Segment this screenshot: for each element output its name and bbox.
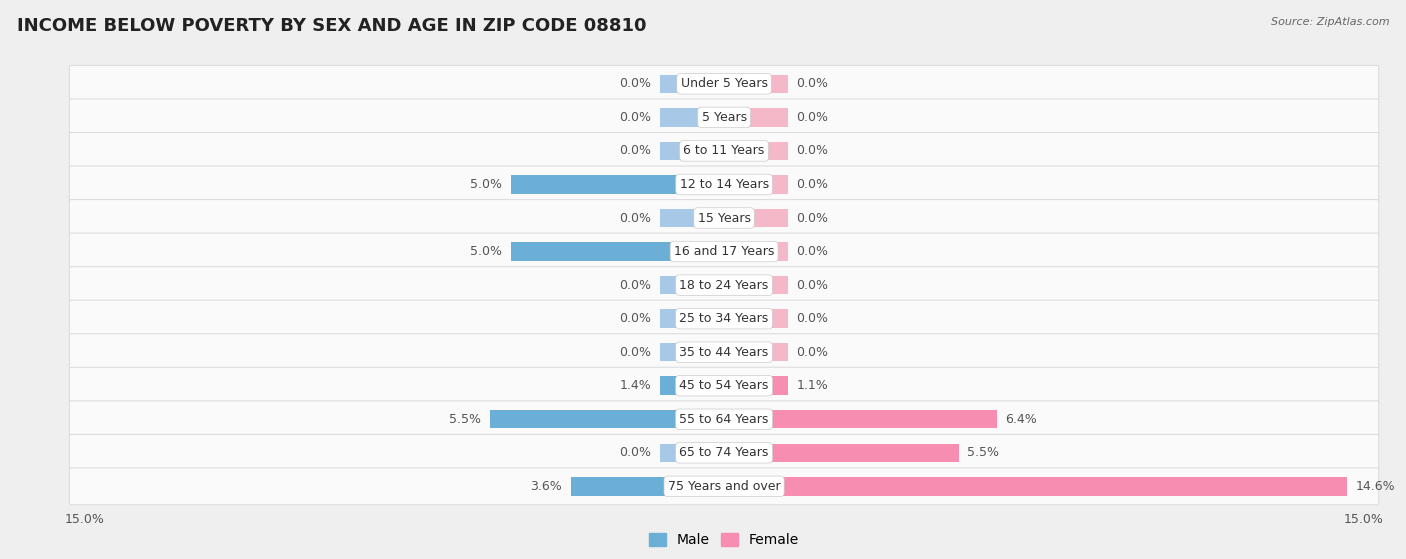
Bar xyxy=(661,209,724,227)
Bar xyxy=(489,410,724,429)
Text: 16 and 17 Years: 16 and 17 Years xyxy=(673,245,775,258)
Bar xyxy=(724,444,959,462)
Text: 0.0%: 0.0% xyxy=(620,111,651,124)
Text: 0.0%: 0.0% xyxy=(620,278,651,292)
Bar xyxy=(724,243,787,260)
Text: 0.0%: 0.0% xyxy=(620,312,651,325)
FancyBboxPatch shape xyxy=(69,468,1379,505)
FancyBboxPatch shape xyxy=(69,166,1379,203)
Text: 0.0%: 0.0% xyxy=(797,245,828,258)
Text: 35 to 44 Years: 35 to 44 Years xyxy=(679,345,769,359)
Text: 0.0%: 0.0% xyxy=(797,211,828,225)
Text: 0.0%: 0.0% xyxy=(620,144,651,158)
Text: Under 5 Years: Under 5 Years xyxy=(681,77,768,91)
Text: 0.0%: 0.0% xyxy=(620,211,651,225)
Bar xyxy=(661,74,724,93)
Bar xyxy=(661,343,724,362)
FancyBboxPatch shape xyxy=(69,233,1379,270)
Text: 1.4%: 1.4% xyxy=(620,379,651,392)
Text: 5.0%: 5.0% xyxy=(471,178,502,191)
Bar xyxy=(571,477,724,496)
Bar xyxy=(661,444,724,462)
Text: 0.0%: 0.0% xyxy=(620,77,651,91)
FancyBboxPatch shape xyxy=(69,267,1379,304)
Bar xyxy=(724,108,787,126)
Text: 65 to 74 Years: 65 to 74 Years xyxy=(679,446,769,459)
FancyBboxPatch shape xyxy=(69,401,1379,438)
FancyBboxPatch shape xyxy=(69,434,1379,471)
Bar xyxy=(724,310,787,328)
Text: 5.0%: 5.0% xyxy=(471,245,502,258)
Legend: Male, Female: Male, Female xyxy=(644,528,804,553)
Text: 18 to 24 Years: 18 to 24 Years xyxy=(679,278,769,292)
Bar xyxy=(724,175,787,193)
FancyBboxPatch shape xyxy=(69,132,1379,169)
Bar xyxy=(724,276,787,294)
Text: Source: ZipAtlas.com: Source: ZipAtlas.com xyxy=(1271,17,1389,27)
Bar xyxy=(724,209,787,227)
FancyBboxPatch shape xyxy=(69,334,1379,371)
Text: 5 Years: 5 Years xyxy=(702,111,747,124)
Text: INCOME BELOW POVERTY BY SEX AND AGE IN ZIP CODE 08810: INCOME BELOW POVERTY BY SEX AND AGE IN Z… xyxy=(17,17,647,35)
Text: 0.0%: 0.0% xyxy=(797,144,828,158)
Text: 0.0%: 0.0% xyxy=(797,312,828,325)
Text: 5.5%: 5.5% xyxy=(449,413,481,426)
Text: 0.0%: 0.0% xyxy=(797,77,828,91)
Text: 6 to 11 Years: 6 to 11 Years xyxy=(683,144,765,158)
Text: 55 to 64 Years: 55 to 64 Years xyxy=(679,413,769,426)
Bar xyxy=(724,377,787,395)
Bar xyxy=(661,276,724,294)
Text: 14.6%: 14.6% xyxy=(1355,480,1395,493)
Bar xyxy=(661,108,724,126)
Text: 15 Years: 15 Years xyxy=(697,211,751,225)
Text: 3.6%: 3.6% xyxy=(530,480,562,493)
Text: 5.5%: 5.5% xyxy=(967,446,1000,459)
Bar xyxy=(724,477,1347,496)
Text: 0.0%: 0.0% xyxy=(620,345,651,359)
Text: 0.0%: 0.0% xyxy=(797,111,828,124)
Bar xyxy=(510,243,724,260)
Bar xyxy=(724,74,787,93)
Text: 0.0%: 0.0% xyxy=(797,278,828,292)
Text: 0.0%: 0.0% xyxy=(797,178,828,191)
FancyBboxPatch shape xyxy=(69,99,1379,136)
Text: 12 to 14 Years: 12 to 14 Years xyxy=(679,178,769,191)
Text: 45 to 54 Years: 45 to 54 Years xyxy=(679,379,769,392)
Text: 1.1%: 1.1% xyxy=(797,379,828,392)
FancyBboxPatch shape xyxy=(69,65,1379,102)
Text: 6.4%: 6.4% xyxy=(1005,413,1038,426)
Text: 75 Years and over: 75 Years and over xyxy=(668,480,780,493)
FancyBboxPatch shape xyxy=(69,300,1379,337)
Bar xyxy=(661,377,724,395)
Bar xyxy=(661,310,724,328)
Text: 25 to 34 Years: 25 to 34 Years xyxy=(679,312,769,325)
Text: 0.0%: 0.0% xyxy=(620,446,651,459)
FancyBboxPatch shape xyxy=(69,200,1379,236)
FancyBboxPatch shape xyxy=(69,367,1379,404)
Bar xyxy=(724,343,787,362)
Bar xyxy=(510,175,724,193)
Text: 0.0%: 0.0% xyxy=(797,345,828,359)
Bar xyxy=(724,410,997,429)
Bar xyxy=(724,142,787,160)
Bar xyxy=(661,142,724,160)
